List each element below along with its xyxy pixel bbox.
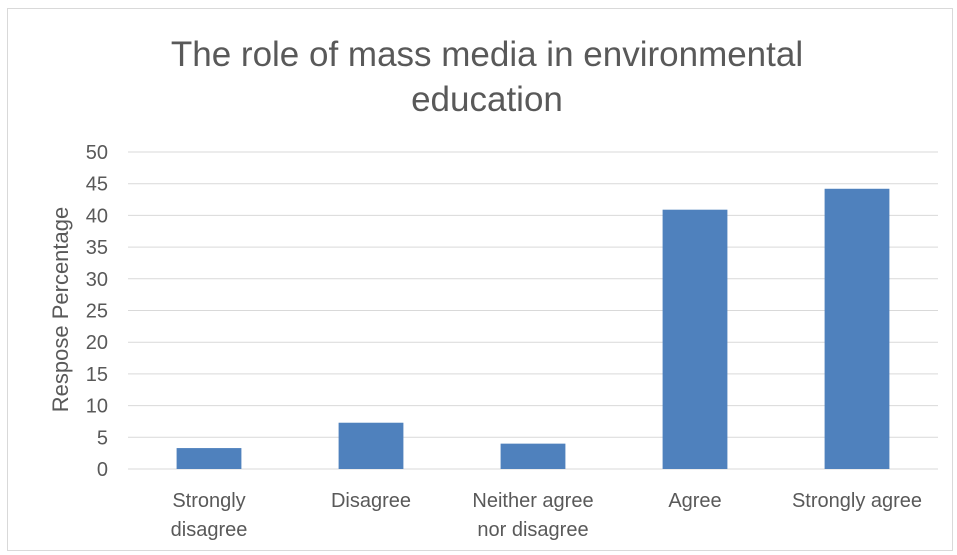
y-tick-label: 20: [86, 332, 108, 354]
x-category-label: Strongly agree: [792, 490, 922, 512]
y-tick-label: 0: [97, 459, 108, 481]
bar: [176, 448, 242, 469]
y-tick-label: 15: [86, 364, 108, 386]
y-tick-label: 30: [86, 269, 108, 291]
x-axis-categories: Strongly disagree Disagree Neither agree nor…: [171, 490, 922, 541]
chart-title-line: education: [411, 80, 563, 119]
y-tick-label: 5: [97, 427, 108, 449]
chart-title: The role of mass media in environmental e…: [171, 35, 803, 119]
y-axis-ticks: 0 5 10 15 20 25 30 35 40 45 50: [86, 142, 108, 481]
y-tick-label: 35: [86, 237, 108, 259]
bar: [824, 188, 890, 469]
bar: [500, 443, 566, 469]
y-tick-label: 40: [86, 205, 108, 227]
x-category-label: Strongly: [172, 490, 245, 512]
bar: [338, 422, 404, 469]
y-axis-title: Respose Percentage: [48, 207, 73, 412]
x-category-label: Disagree: [331, 490, 411, 512]
gridlines: [128, 151, 938, 470]
x-category-label: disagree: [171, 519, 248, 541]
y-tick-label: 25: [86, 301, 108, 323]
y-tick-label: 50: [86, 142, 108, 164]
x-category-label: nor disagree: [477, 519, 588, 541]
x-category-label: Agree: [668, 490, 721, 512]
chart-frame: [7, 8, 953, 551]
x-category-label: Neither agree: [472, 490, 593, 512]
bars: [176, 188, 890, 469]
bar: [662, 209, 728, 469]
chart-title-line: The role of mass media in environmental: [171, 35, 803, 74]
y-tick-label: 10: [86, 396, 108, 418]
y-tick-label: 45: [86, 174, 108, 196]
